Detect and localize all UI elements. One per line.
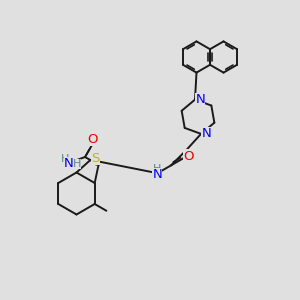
Text: N: N [152,169,162,182]
Text: H: H [73,159,81,169]
Text: N: N [64,157,74,170]
Text: H: H [61,154,69,164]
Text: H: H [153,164,161,174]
Text: N: N [202,128,211,140]
Text: S: S [91,152,100,165]
Text: O: O [87,133,98,146]
Text: O: O [183,150,194,163]
Text: N: N [196,93,205,106]
